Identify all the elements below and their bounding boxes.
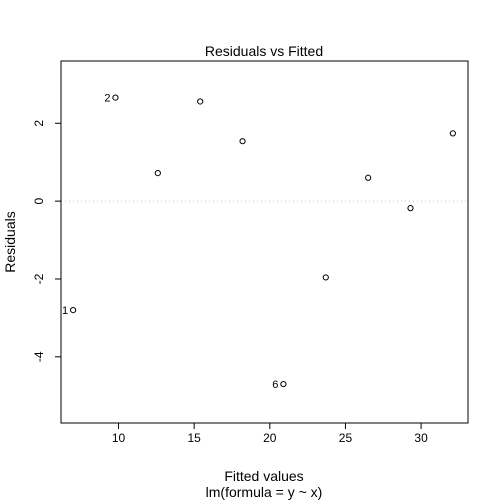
data-point [239, 138, 246, 145]
point-labels: 1 2 6 [62, 93, 278, 391]
y-tick-label: -4 [32, 351, 46, 362]
y-tick-label: 2 [32, 120, 46, 127]
data-point [449, 130, 456, 137]
y-tick-label: 0 [32, 197, 46, 204]
data-point [154, 170, 161, 177]
x-axis-sublabel: lm(formula = y ~ x) [206, 484, 323, 500]
chart-title: Residuals vs Fitted [205, 43, 323, 59]
data-points [70, 94, 456, 388]
x-tick-label: 15 [187, 431, 201, 445]
x-axis: 10 15 20 25 30 [112, 422, 428, 445]
x-tick-label: 30 [414, 431, 428, 445]
point-id-label: 1 [62, 305, 68, 317]
x-axis-label: Fitted values [224, 468, 303, 484]
y-axis-label: Residuals [2, 211, 18, 272]
data-point [197, 98, 204, 105]
data-point [407, 205, 414, 212]
point-id-label: 2 [104, 93, 110, 105]
plot-frame [60, 60, 469, 424]
point-id-label: 6 [272, 379, 278, 391]
data-point [280, 380, 287, 388]
x-tick-label: 10 [112, 431, 126, 445]
data-point [365, 174, 372, 181]
data-point [70, 307, 77, 314]
x-tick-label: 20 [263, 431, 277, 445]
data-point [322, 274, 329, 281]
y-axis: -4 -2 0 2 [32, 120, 62, 362]
y-tick-label: -2 [32, 273, 46, 284]
data-point [112, 94, 119, 101]
x-tick-label: 25 [339, 431, 353, 445]
